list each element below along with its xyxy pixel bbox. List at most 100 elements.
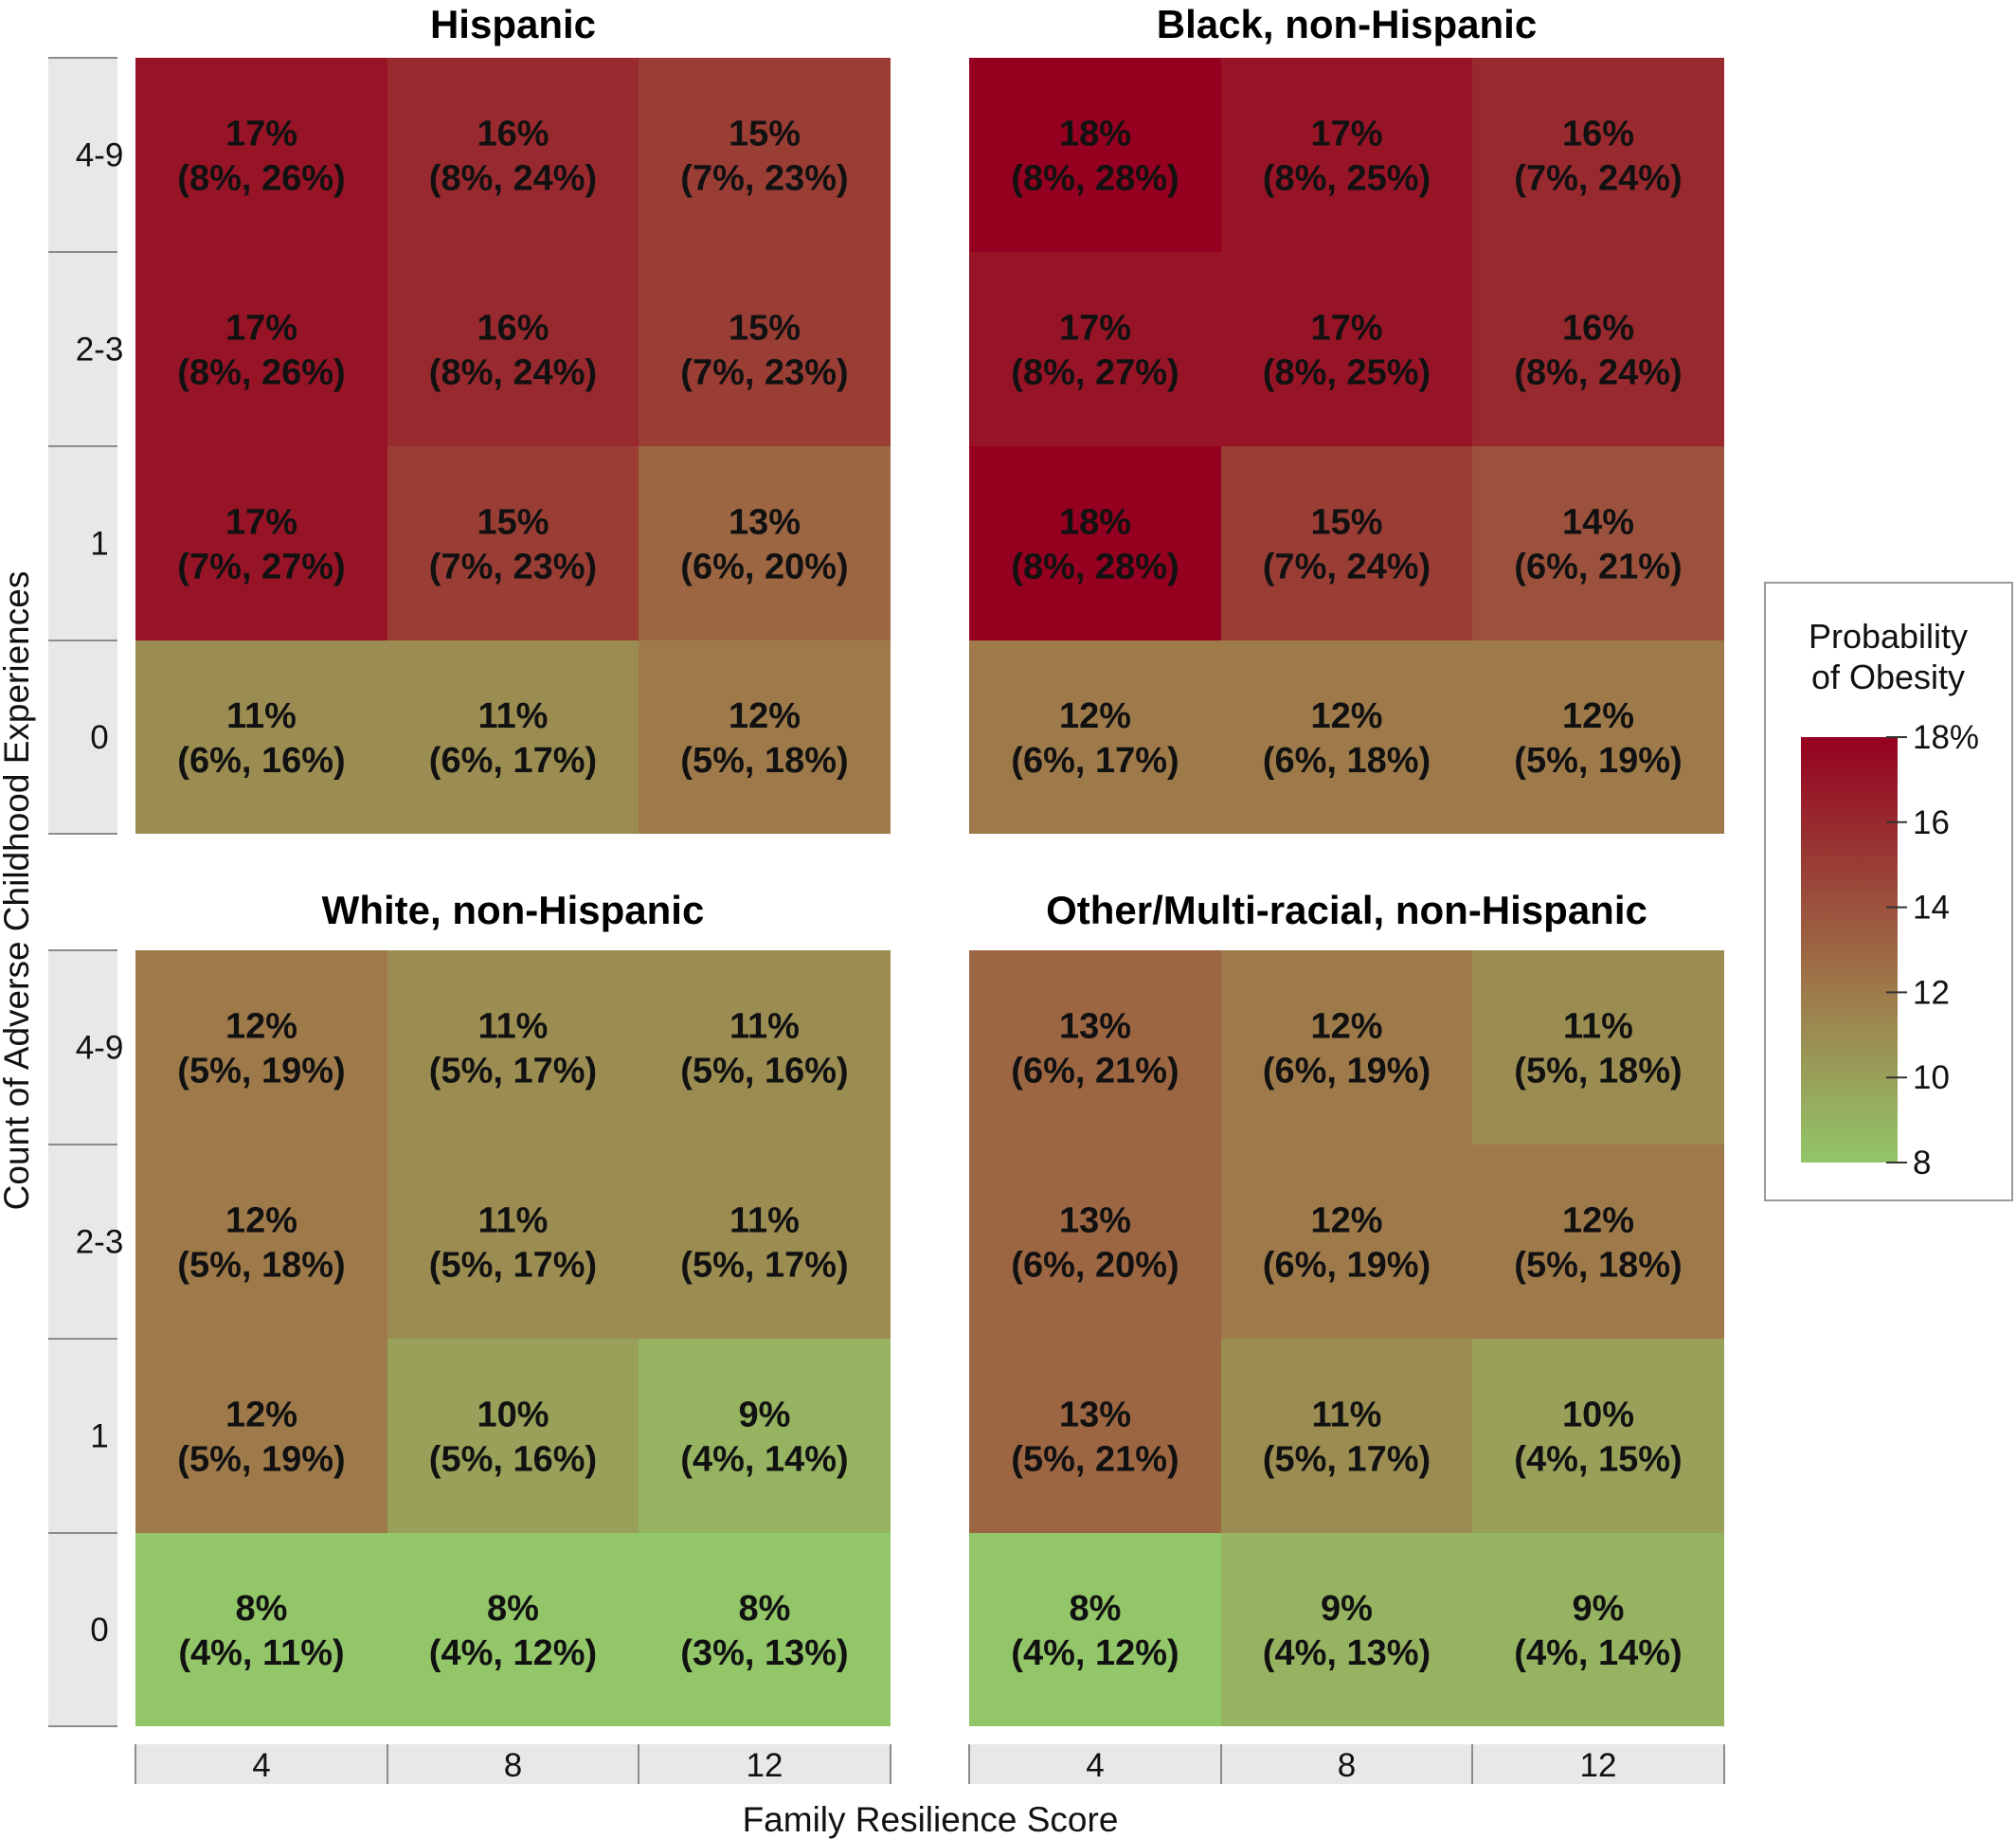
x-tick-label: 8 <box>504 1747 522 1784</box>
cell-ci-label: (8%, 24%) <box>429 159 597 199</box>
heatmap-cell <box>1472 252 1724 446</box>
heatmap-cell <box>1472 58 1724 252</box>
heatmap-cell <box>135 252 387 446</box>
cell-value-label: 12% <box>729 696 801 736</box>
cell-ci-label: (8%, 24%) <box>429 353 597 393</box>
heatmap-cell <box>135 950 387 1145</box>
legend-title-line-1: Probability <box>1809 617 1968 656</box>
cell-ci-label: (5%, 18%) <box>1514 1052 1682 1091</box>
cell-ci-label: (5%, 16%) <box>680 1052 848 1091</box>
x-strip-background <box>135 1744 891 1784</box>
cell-value-label: 14% <box>1562 503 1634 543</box>
cell-value-label: 15% <box>729 309 801 349</box>
cell-ci-label: (8%, 28%) <box>1011 159 1179 199</box>
heatmap-cell <box>1472 950 1724 1145</box>
cell-value-label: 11% <box>478 696 549 736</box>
x-tick-label: 12 <box>747 1747 783 1784</box>
cell-ci-label: (8%, 25%) <box>1263 353 1431 393</box>
cell-value-label: 12% <box>225 1007 297 1047</box>
cell-value-label: 17% <box>225 115 297 154</box>
heatmap-cell <box>1221 252 1472 446</box>
cell-ci-label: (8%, 25%) <box>1263 159 1431 199</box>
y-axis-title: Count of Adverse Childhood Experiences <box>0 571 36 1211</box>
cell-value-label: 10% <box>477 1396 549 1435</box>
cell-ci-label: (6%, 21%) <box>1514 548 1682 587</box>
cell-value-label: 16% <box>1562 309 1634 349</box>
cell-value-label: 12% <box>1310 1201 1382 1241</box>
cell-value-label: 17% <box>1310 115 1382 154</box>
cell-value-label: 8% <box>236 1589 288 1629</box>
x-tick-label: 4 <box>252 1747 270 1784</box>
panel: Other/Multi-racial, non-Hispanic 13% (6%, … <box>969 888 1724 1726</box>
panel: White, non-Hispanic 12% (5%, 19%) 11% (5%, 1… <box>135 888 891 1726</box>
cell-ci-label: (5%, 21%) <box>1011 1440 1179 1480</box>
cell-value-label: 11% <box>729 1007 800 1047</box>
y-tick-label: 1 <box>90 526 108 563</box>
cell-value-label: 13% <box>1059 1201 1131 1241</box>
cell-ci-label: (7%, 23%) <box>680 159 848 199</box>
heatmap-cell <box>969 1533 1221 1726</box>
cell-value-label: 11% <box>478 1201 549 1241</box>
heatmap-cell <box>387 58 639 252</box>
cell-ci-label: (8%, 26%) <box>177 159 345 199</box>
x-tick-label: 12 <box>1580 1747 1617 1784</box>
panel-title: Other/Multi-racial, non-Hispanic <box>1046 888 1647 932</box>
heatmap-cell <box>969 640 1221 834</box>
heatmap-cell <box>639 58 891 252</box>
y-tick-label: 0 <box>90 719 108 756</box>
legend-tick-label: 8 <box>1913 1145 1931 1181</box>
cell-ci-label: (5%, 18%) <box>680 741 848 781</box>
heatmap-cell <box>1472 640 1724 834</box>
legend-ticks: 18% 16 14 12 10 8 <box>1886 719 1979 1181</box>
cell-ci-label: (5%, 17%) <box>429 1052 597 1091</box>
legend-tick-label: 14 <box>1913 890 1950 927</box>
cell-value-label: 13% <box>1059 1396 1131 1435</box>
heatmap-cell <box>135 58 387 252</box>
y-tick-label: 2-3 <box>76 1224 124 1261</box>
cell-value-label: 15% <box>1310 503 1382 543</box>
cell-value-label: 11% <box>1312 1396 1382 1435</box>
heatmap-cell <box>1472 1339 1724 1533</box>
y-tick-label: 0 <box>90 1612 108 1649</box>
legend-tick-label: 10 <box>1913 1059 1950 1096</box>
legend-title-line-2: of Obesity <box>1811 658 1965 696</box>
x-tick-label: 4 <box>1086 1747 1104 1784</box>
panel-title: Black, non-Hispanic <box>1157 2 1537 46</box>
cell-value-label: 12% <box>225 1396 297 1435</box>
cell-ci-label: (6%, 19%) <box>1263 1052 1431 1091</box>
cell-ci-label: (5%, 16%) <box>429 1440 597 1480</box>
x-strip-background <box>969 1744 1724 1784</box>
facet-strips: 4-9 2-3 1 0 4-9 2-3 1 0 4 8 12 4 8 12 <box>48 57 1725 1784</box>
cell-value-label: 18% <box>1059 503 1131 543</box>
heatmap-cell <box>1221 950 1472 1145</box>
cell-value-label: 10% <box>1562 1396 1634 1435</box>
heatmap-cell <box>1221 640 1472 834</box>
cell-ci-label: (8%, 26%) <box>177 353 345 393</box>
cell-ci-label: (6%, 21%) <box>1011 1052 1179 1091</box>
heatmap-cell <box>639 1145 891 1339</box>
heatmap-cell <box>1472 1145 1724 1339</box>
cell-ci-label: (7%, 23%) <box>680 353 848 393</box>
cell-value-label: 16% <box>1562 115 1634 154</box>
heatmap-cell <box>969 1339 1221 1533</box>
legend-tick-label: 12 <box>1913 974 1950 1011</box>
heatmap-cell <box>135 640 387 834</box>
cell-value-label: 12% <box>1562 1201 1634 1241</box>
heatmap-cell <box>135 1339 387 1533</box>
x-axis-title: Family Resilience Score <box>743 1800 1119 1839</box>
heatmap-cell <box>639 640 891 834</box>
cell-value-label: 16% <box>477 309 549 349</box>
cell-value-label: 18% <box>1059 115 1131 154</box>
y-tick-label: 4-9 <box>76 1030 124 1067</box>
heatmap-cell <box>1221 1533 1472 1726</box>
cell-ci-label: (5%, 17%) <box>1263 1440 1431 1480</box>
cell-value-label: 17% <box>1310 309 1382 349</box>
cell-ci-label: (7%, 23%) <box>429 548 597 587</box>
cell-value-label: 17% <box>225 503 297 543</box>
cell-ci-label: (4%, 14%) <box>1514 1633 1682 1673</box>
axes: Family Resilience Score Count of Adverse… <box>0 571 1118 1839</box>
cell-ci-label: (8%, 27%) <box>1011 353 1179 393</box>
cell-value-label: 9% <box>1573 1589 1625 1629</box>
